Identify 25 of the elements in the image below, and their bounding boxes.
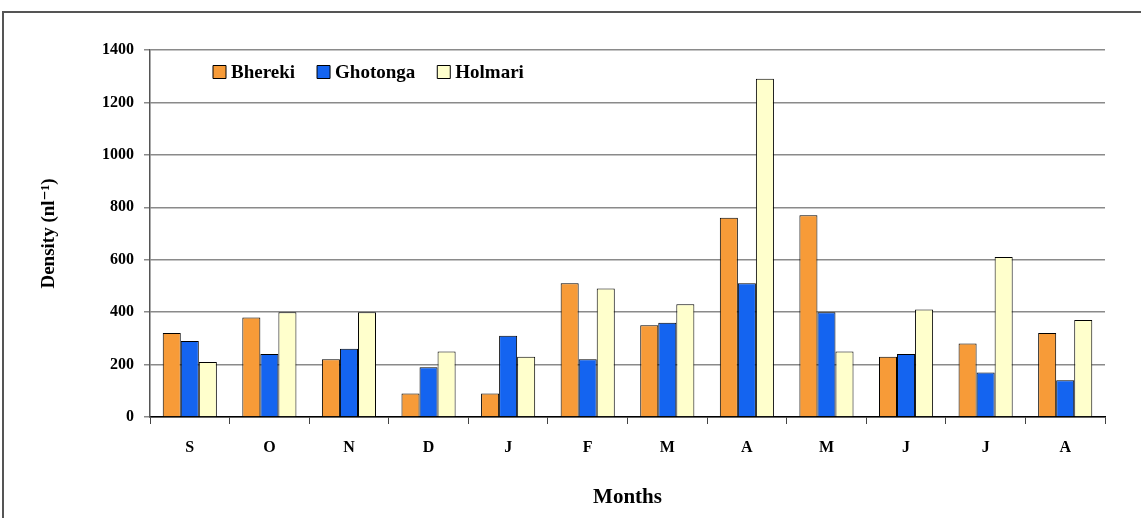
y-tick-label: 400 — [110, 302, 134, 320]
legend-label: Bhereki — [231, 60, 296, 82]
y-tick-label: 600 — [110, 249, 134, 267]
y-tick-label: 0 — [126, 407, 134, 425]
y-tick-label: 200 — [110, 354, 134, 372]
y-axis-title: Density (nl⁻¹) — [37, 178, 60, 289]
legend-label: Ghotonga — [335, 60, 416, 82]
y-tick-label: 1000 — [102, 145, 134, 162]
x-tick-label: J — [902, 437, 911, 455]
x-tick-label: M — [659, 437, 675, 455]
y-tick-label: 800 — [110, 197, 134, 215]
x-axis-title: Months — [593, 483, 662, 508]
x-tick-label: N — [343, 437, 356, 455]
x-tick-label: J — [981, 437, 990, 455]
x-tick-label: J — [504, 437, 513, 455]
x-tick-label: A — [741, 437, 754, 455]
x-tick-label: O — [263, 437, 276, 455]
x-tick-label: F — [582, 437, 593, 455]
x-tick-label: M — [818, 437, 835, 455]
legend-label: Holmari — [455, 60, 524, 82]
y-tick-label: 1400 — [102, 40, 134, 58]
x-tick-label: D — [422, 437, 435, 455]
x-tick-label: S — [185, 437, 195, 455]
y-tick-label: 1200 — [102, 92, 134, 110]
x-tick-label: A — [1059, 437, 1072, 455]
